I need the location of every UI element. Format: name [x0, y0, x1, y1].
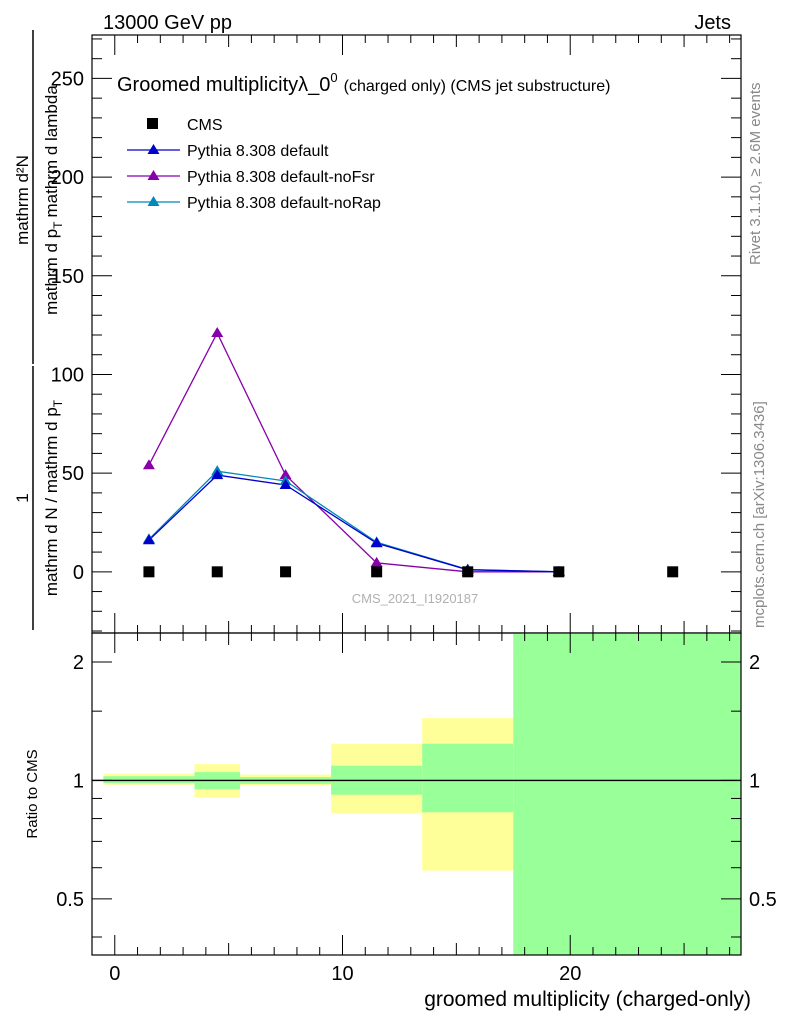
ylabel-denominator: mathrm d pTmathrm d lambda	[42, 85, 65, 315]
main-axis-ticks: 0 50 100 150 200 250	[51, 35, 741, 633]
legend-nofsr-marker	[147, 170, 160, 180]
ratio-ytick-label-right: 1	[749, 770, 760, 792]
legend-norap-label: Pythia 8.308 default-noRap	[187, 195, 381, 212]
rivet-label: Rivet 3.1.10, ≥ 2.6M events	[747, 83, 764, 266]
ratio-xtick-label: 0	[109, 963, 120, 985]
main-ytick-label: 200	[51, 167, 84, 189]
main-ylabel: 1 mathrm d N / mathrm d pT mathrm d²N ma…	[13, 30, 65, 630]
ratio-band-inner	[422, 743, 514, 813]
series-2-point	[142, 459, 155, 470]
energy-label: 13000 GeV pp	[103, 12, 232, 34]
ylabel-prefactor-num: 1	[13, 493, 32, 502]
main-ytick-label: 0	[73, 562, 84, 584]
ratio-ytick-label-left: 1	[73, 770, 84, 792]
main-panel: CMS_2021_I1920187 0 50 100 150 200 250 Groome…	[13, 30, 742, 634]
cms-data-point	[667, 566, 679, 578]
ratio-ytick-label-left: 2	[73, 652, 84, 674]
cms-data-point	[280, 566, 292, 578]
series-2-point	[279, 469, 292, 480]
series-1-point	[211, 469, 224, 480]
ratio-ytick-label-right: 2	[749, 652, 760, 674]
ratio-bands	[103, 633, 741, 955]
ratio-ytick-label-right: 0.5	[749, 889, 777, 911]
main-ytick-label: 150	[51, 266, 84, 288]
series-line-2	[148, 331, 559, 573]
ratio-band-inner	[103, 776, 195, 784]
series-line-3	[148, 470, 559, 573]
legend-nofsr-label: Pythia 8.308 default-noFsr	[187, 169, 375, 186]
legend-default-marker	[147, 144, 160, 154]
ratio-ylabel: Ratio to CMS	[24, 749, 41, 838]
cms-data-point	[143, 566, 155, 578]
ratio-panel: 0.5 0.51 12 20 10 20 Ratio to CMS groomed mul…	[24, 632, 777, 1011]
ratio-xtick-label: 10	[331, 963, 353, 985]
legend-norap-marker	[147, 196, 160, 206]
ratio-xtick-label: 20	[559, 963, 581, 985]
legend-cms-label: CMS	[187, 117, 223, 134]
main-ytick-label: 100	[51, 364, 84, 386]
series-1-point	[370, 537, 383, 548]
series-line-1	[148, 474, 559, 573]
series-2-point	[370, 556, 383, 567]
ratio-band-inner	[513, 633, 741, 955]
ratio-ytick-label-left: 0.5	[56, 889, 84, 911]
legend-default-label: Pythia 8.308 default	[187, 143, 329, 160]
ratio-axis-ticks: 0.5 0.51 12 20 10 20	[56, 633, 777, 985]
main-ytick-label: 50	[62, 463, 84, 485]
series-1-point	[142, 534, 155, 545]
ratio-frame	[91, 632, 742, 956]
ylabel-numerator: mathrm d²N	[13, 155, 32, 245]
cms-data-point	[371, 566, 383, 578]
ylabel-prefactor-den: mathrm d N / mathrm d pT	[42, 399, 65, 596]
mcplots-label: mcplots.cern.ch [arXiv:1306.3436]	[751, 401, 768, 628]
series-2-point	[211, 327, 224, 338]
cms-data-point	[462, 566, 474, 578]
ratio-xlabel: groomed multiplicity (charged-only)	[424, 988, 751, 1011]
legend: CMS Pythia 8.308 default Pythia 8.308 de…	[127, 117, 381, 212]
main-ytick-label: 250	[51, 68, 84, 90]
analysis-watermark: CMS_2021_I1920187	[352, 591, 479, 606]
process-label: Jets	[694, 12, 731, 34]
cms-data-point	[211, 566, 223, 578]
cms-data-point	[553, 566, 565, 578]
legend-cms-marker	[147, 118, 158, 129]
main-title: Groomed multiplicityλ_00(charged only) (…	[117, 70, 610, 96]
series-1-point	[279, 478, 292, 489]
main-data-layer	[142, 327, 679, 578]
